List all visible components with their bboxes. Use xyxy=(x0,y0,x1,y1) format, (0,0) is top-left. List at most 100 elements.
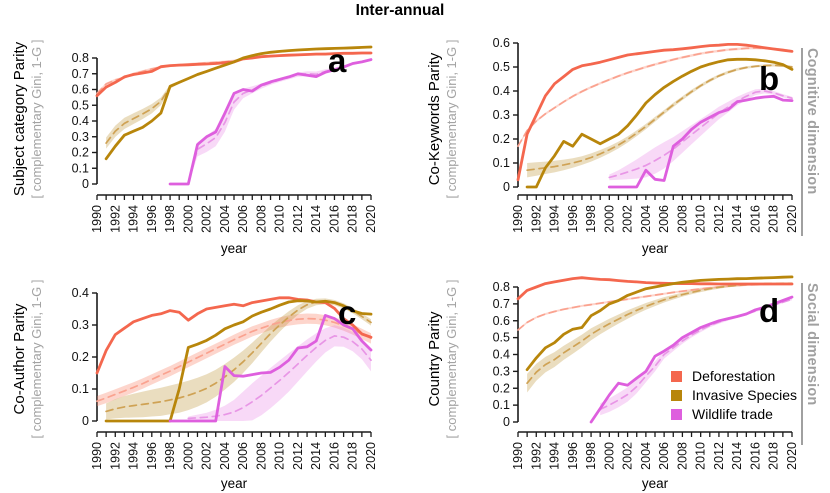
svg-text:1996: 1996 xyxy=(145,442,159,470)
svg-text:2000: 2000 xyxy=(181,442,195,470)
svg-text:0.1: 0.1 xyxy=(493,156,510,170)
svg-text:2002: 2002 xyxy=(621,205,635,233)
svg-text:2002: 2002 xyxy=(200,205,214,233)
svg-text:0.5: 0.5 xyxy=(72,98,89,112)
x-axis-title: year xyxy=(641,476,669,491)
svg-text:1996: 1996 xyxy=(566,442,580,470)
panel-c-plot: 0 0.1 0.2 0.3 0.4 1990 1992 1994 1996 1998 2000 200… xyxy=(72,286,378,470)
svg-text:0.6: 0.6 xyxy=(493,36,510,50)
svg-text:0.3: 0.3 xyxy=(493,108,510,122)
svg-text:2018: 2018 xyxy=(767,442,781,470)
svg-text:0.1: 0.1 xyxy=(72,382,89,396)
svg-text:1996: 1996 xyxy=(566,205,580,233)
svg-text:0.2: 0.2 xyxy=(72,146,89,160)
svg-text:1998: 1998 xyxy=(584,442,598,470)
svg-text:0: 0 xyxy=(503,415,510,429)
svg-text:2010: 2010 xyxy=(273,205,287,233)
svg-text:1990: 1990 xyxy=(511,205,525,233)
svg-text:0: 0 xyxy=(82,177,89,191)
svg-text:2006: 2006 xyxy=(236,442,250,470)
svg-text:2006: 2006 xyxy=(657,205,671,233)
panel-letter-a: a xyxy=(328,42,347,79)
svg-text:2018: 2018 xyxy=(346,442,360,470)
svg-text:0.3: 0.3 xyxy=(493,364,510,378)
svg-text:0.4: 0.4 xyxy=(72,286,89,300)
legend-label: Invasive Species xyxy=(692,387,798,403)
svg-text:0.5: 0.5 xyxy=(493,331,510,345)
panel-b-plot: 0 0.1 0.2 0.3 0.4 0.5 0.6 1990 1992 1994 1996 1998 2… xyxy=(493,36,799,233)
svg-text:2014: 2014 xyxy=(309,442,323,470)
svg-text:2010: 2010 xyxy=(694,442,708,470)
invasive-species-swatch-icon xyxy=(671,389,682,401)
x-axis-title: year xyxy=(220,241,248,256)
legend: Deforestation Invasive Species Wildlife … xyxy=(671,368,797,422)
svg-text:2002: 2002 xyxy=(621,442,635,470)
svg-text:1992: 1992 xyxy=(108,205,122,233)
svg-text:1994: 1994 xyxy=(548,442,562,470)
svg-text:2002: 2002 xyxy=(200,442,214,470)
svg-text:2016: 2016 xyxy=(748,442,762,470)
svg-text:2018: 2018 xyxy=(346,205,360,233)
svg-text:1994: 1994 xyxy=(127,205,141,233)
legend-item-deforestation: Deforestation xyxy=(671,368,797,384)
svg-text:0.4: 0.4 xyxy=(493,84,510,98)
panel-letter-c: c xyxy=(338,294,357,331)
svg-text:0: 0 xyxy=(503,180,510,194)
cognitive-dimension-label: Cognitive dimension xyxy=(801,48,820,236)
svg-text:2014: 2014 xyxy=(730,205,744,233)
svg-text:2020: 2020 xyxy=(364,205,378,233)
svg-text:1990: 1990 xyxy=(511,442,525,470)
svg-text:2004: 2004 xyxy=(218,205,232,233)
svg-text:0.8: 0.8 xyxy=(493,280,510,294)
svg-text:2016: 2016 xyxy=(327,205,341,233)
wildlife-trade-swatch-icon xyxy=(671,408,682,420)
svg-text:0.4: 0.4 xyxy=(72,114,89,128)
svg-text:0: 0 xyxy=(82,414,89,428)
svg-text:0.3: 0.3 xyxy=(72,318,89,332)
svg-text:0.5: 0.5 xyxy=(493,60,510,74)
svg-text:2020: 2020 xyxy=(364,442,378,470)
svg-text:2006: 2006 xyxy=(657,442,671,470)
panel-d: Country Parity [ complementary Gini, 1-G… xyxy=(415,258,830,493)
svg-text:2010: 2010 xyxy=(273,442,287,470)
svg-text:2020: 2020 xyxy=(785,442,799,470)
legend-item-wildlife-trade: Wildlife trade xyxy=(671,406,797,422)
svg-text:1992: 1992 xyxy=(108,442,122,470)
panel-b: Co-Keywords Parity [ complementary Gini,… xyxy=(415,18,830,258)
svg-text:2000: 2000 xyxy=(181,205,195,233)
panel-a: Subject category Parity [ complementary … xyxy=(0,18,415,258)
svg-text:1994: 1994 xyxy=(548,205,562,233)
svg-text:0.2: 0.2 xyxy=(493,132,510,146)
svg-text:2014: 2014 xyxy=(730,442,744,470)
svg-text:2018: 2018 xyxy=(767,205,781,233)
svg-text:2014: 2014 xyxy=(309,205,323,233)
svg-text:2012: 2012 xyxy=(712,205,726,233)
svg-text:1990: 1990 xyxy=(90,205,104,233)
svg-text:1992: 1992 xyxy=(529,442,543,470)
x-axis-title: year xyxy=(220,476,248,491)
svg-text:0.7: 0.7 xyxy=(72,67,89,81)
svg-text:1998: 1998 xyxy=(163,205,177,233)
svg-text:1996: 1996 xyxy=(145,205,159,233)
svg-text:2016: 2016 xyxy=(327,442,341,470)
svg-text:2016: 2016 xyxy=(748,205,762,233)
svg-text:1990: 1990 xyxy=(90,442,104,470)
legend-label: Wildlife trade xyxy=(692,406,773,422)
svg-text:2008: 2008 xyxy=(675,442,689,470)
legend-label: Deforestation xyxy=(692,368,776,384)
svg-text:0.1: 0.1 xyxy=(72,161,89,175)
panel-letter-b: b xyxy=(759,60,780,97)
svg-text:2008: 2008 xyxy=(254,442,268,470)
svg-text:2004: 2004 xyxy=(218,442,232,470)
svg-text:2020: 2020 xyxy=(785,205,799,233)
panel-d-plot: 0 0.1 0.2 0.3 0.4 0.5 0.6 0.7 0.8 1990 1992 1994 199… xyxy=(493,275,799,470)
svg-text:1998: 1998 xyxy=(584,205,598,233)
figure-title: Inter-annual xyxy=(355,2,445,19)
svg-text:2008: 2008 xyxy=(675,205,689,233)
svg-text:2012: 2012 xyxy=(291,205,305,233)
panel-c: Co-Author Parity [ complementary Gini, 1… xyxy=(0,258,415,493)
social-dimension-label: Social dimension xyxy=(801,283,820,445)
svg-text:0.4: 0.4 xyxy=(493,348,510,362)
svg-text:0.2: 0.2 xyxy=(493,381,510,395)
svg-text:0.8: 0.8 xyxy=(72,51,89,65)
